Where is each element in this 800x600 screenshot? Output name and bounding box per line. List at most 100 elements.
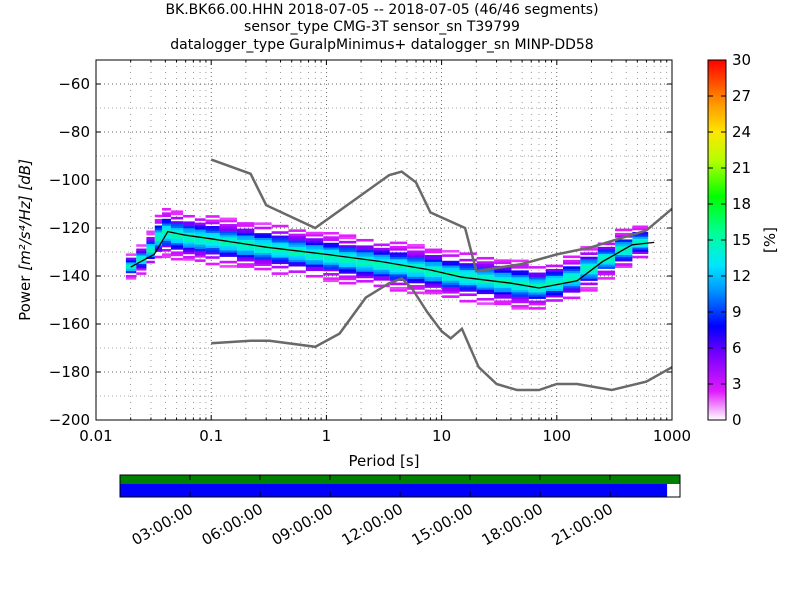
- density-cell: [146, 230, 155, 234]
- density-cell: [356, 271, 374, 274]
- density-cell: [305, 259, 324, 263]
- density-cell: [183, 251, 195, 255]
- density-cell: [389, 276, 408, 279]
- density-cell: [580, 289, 598, 292]
- density-cell: [288, 255, 306, 258]
- density-cell: [271, 257, 289, 260]
- x-tick-label: 1000: [653, 427, 691, 445]
- density-cell: [563, 274, 581, 278]
- density-cell: [219, 243, 237, 247]
- chart-title-line-1: BK.BK66.00.HHN 2018-07-05 -- 2018-07-05 …: [165, 2, 599, 18]
- density-cell: [146, 232, 155, 236]
- density-cell: [615, 254, 633, 258]
- density-cell: [205, 251, 220, 255]
- density-cell: [136, 244, 147, 247]
- density-cell: [511, 304, 529, 308]
- density-cell: [194, 259, 206, 262]
- density-cell: [494, 287, 512, 291]
- density-cell: [580, 273, 598, 277]
- density-cell: [205, 256, 220, 259]
- density-cell: [219, 249, 237, 253]
- density-cell: [545, 277, 564, 281]
- density-cell: [424, 270, 443, 273]
- mode-line: [130, 230, 655, 289]
- density-cell: [545, 281, 564, 285]
- density-cell: [459, 293, 477, 297]
- density-cell: [373, 273, 390, 277]
- data-coverage-timeline: 03:00:00 06:00:00 09:00:00 12:00:00 15:00:00…: [119, 474, 681, 549]
- density-cell: [597, 246, 616, 250]
- density-cell: [183, 249, 195, 253]
- density-cell: [407, 267, 425, 271]
- density-cell: [305, 257, 324, 261]
- density-cell: [170, 247, 184, 250]
- density-cell: [476, 289, 495, 292]
- density-cell: [288, 244, 306, 248]
- x-axis-label: Period [s]: [348, 452, 419, 470]
- density-cell: [580, 252, 598, 255]
- density-cell: [170, 251, 184, 255]
- density-cell: [580, 265, 598, 268]
- density-cell: [459, 284, 477, 288]
- density-cell: [271, 237, 289, 241]
- density-cell: [236, 228, 255, 232]
- density-cell: [323, 260, 339, 263]
- density-cell: [338, 275, 357, 279]
- density-cell: [254, 267, 272, 271]
- density-cell: [338, 268, 357, 272]
- density-cell: [254, 259, 272, 262]
- density-cell: [511, 296, 529, 299]
- density-cell: [407, 243, 425, 247]
- density-cell: [254, 243, 272, 247]
- density-cell: [356, 269, 374, 272]
- density-cell: [271, 246, 289, 249]
- density-cell: [511, 287, 529, 291]
- density-cell: [511, 294, 529, 297]
- density-cell: [271, 272, 289, 275]
- y-axis-label: Power [m²/s⁴/Hz] [dB]: [16, 159, 34, 321]
- density-cell: [125, 270, 137, 274]
- density-cell: [305, 253, 324, 256]
- density-cell: [373, 284, 390, 288]
- density-cell: [323, 244, 339, 248]
- density-cell: [459, 252, 477, 255]
- density-cell: [545, 288, 564, 291]
- density-cell: [194, 250, 206, 254]
- density-cell: [288, 257, 306, 261]
- density-cell: [194, 252, 206, 256]
- density-cell: [389, 289, 408, 292]
- density-cell: [511, 291, 529, 295]
- density-cell: [459, 299, 477, 303]
- density-cell: [154, 231, 163, 235]
- density-cell: [511, 307, 529, 310]
- density-cell: [271, 239, 289, 243]
- density-cell: [528, 291, 546, 295]
- density-cell: [154, 240, 163, 244]
- density-cell: [442, 291, 460, 294]
- density-cell: [183, 247, 195, 250]
- density-cell: [356, 247, 374, 251]
- density-cell: [323, 268, 339, 272]
- density-cell: [338, 253, 357, 257]
- density-cell: [154, 221, 163, 224]
- density-cell: [580, 263, 598, 266]
- density-cell: [236, 245, 255, 249]
- density-cell: [494, 272, 512, 275]
- density-cell: [219, 245, 237, 249]
- density-cell: [219, 219, 237, 223]
- density-cell: [615, 263, 633, 266]
- density-cell: [424, 272, 443, 275]
- timeline-tick-label: 21:00:00: [549, 500, 616, 549]
- density-cell: [373, 247, 390, 251]
- density-cell: [407, 287, 425, 290]
- density-cell: [459, 271, 477, 275]
- density-cell: [424, 274, 443, 278]
- density-cell: [442, 288, 460, 292]
- density-cell: [442, 278, 460, 281]
- density-cell: [356, 254, 374, 257]
- density-cell: [338, 260, 357, 263]
- density-cell: [219, 232, 237, 236]
- density-cell: [162, 253, 171, 256]
- density-cell: [615, 232, 633, 236]
- density-cell: [305, 244, 324, 248]
